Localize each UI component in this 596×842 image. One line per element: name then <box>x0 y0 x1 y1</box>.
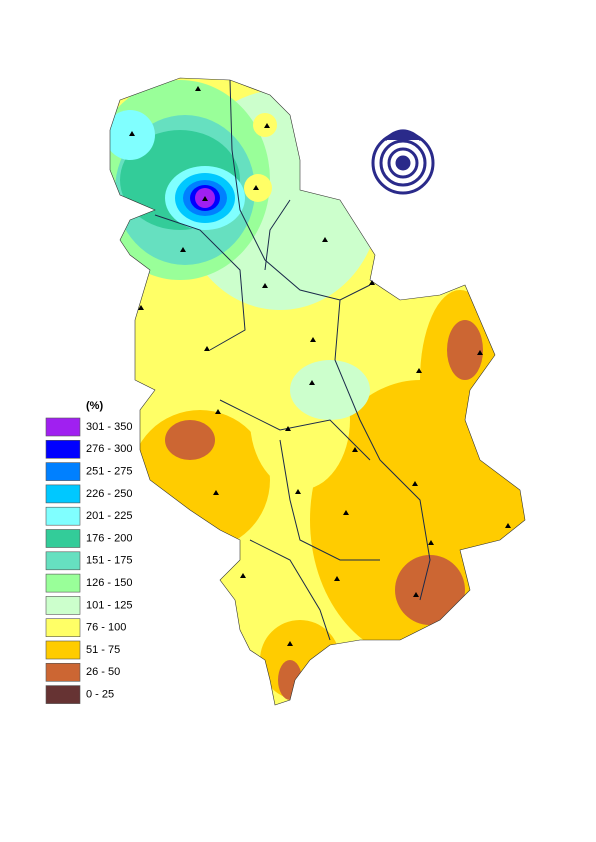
legend-label: 26 - 50 <box>86 666 120 678</box>
legend-swatch <box>45 573 81 593</box>
legend-swatch <box>45 551 81 571</box>
legend: (%) 301 - 350 276 - 300 251 - 275 226 - 250… <box>45 400 132 704</box>
legend-label: 126 - 150 <box>86 577 132 589</box>
legend-label: 151 - 175 <box>86 555 132 567</box>
stations <box>129 86 511 646</box>
legend-swatch <box>45 529 81 548</box>
legend-label: 51 - 75 <box>86 644 120 656</box>
legend-swatch <box>45 662 81 682</box>
legend-label: 0 - 25 <box>86 689 114 701</box>
legend-swatch <box>45 506 81 526</box>
legend-swatch <box>45 462 81 481</box>
legend-label: 76 - 100 <box>86 622 126 634</box>
legend-label: 301 - 350 <box>86 421 132 433</box>
legend-label: 201 - 225 <box>86 510 132 522</box>
legend-label: 101 - 125 <box>86 599 132 611</box>
legend-swatch <box>45 439 81 459</box>
legend-swatch <box>45 596 81 615</box>
border <box>109 77 526 706</box>
legend-title: (%) <box>86 400 103 412</box>
legend-swatch <box>45 484 81 504</box>
legend-swatch <box>45 640 81 660</box>
legend-swatch <box>45 685 81 704</box>
logo <box>371 129 435 195</box>
legend-label: 251 - 275 <box>86 466 132 478</box>
legend-label: 276 - 300 <box>86 443 132 455</box>
map-area <box>110 78 525 705</box>
legend-swatch <box>45 417 81 437</box>
legend-label: 176 - 200 <box>86 532 132 544</box>
legend-swatch <box>45 618 81 638</box>
legend-label: 226 - 250 <box>86 488 132 500</box>
